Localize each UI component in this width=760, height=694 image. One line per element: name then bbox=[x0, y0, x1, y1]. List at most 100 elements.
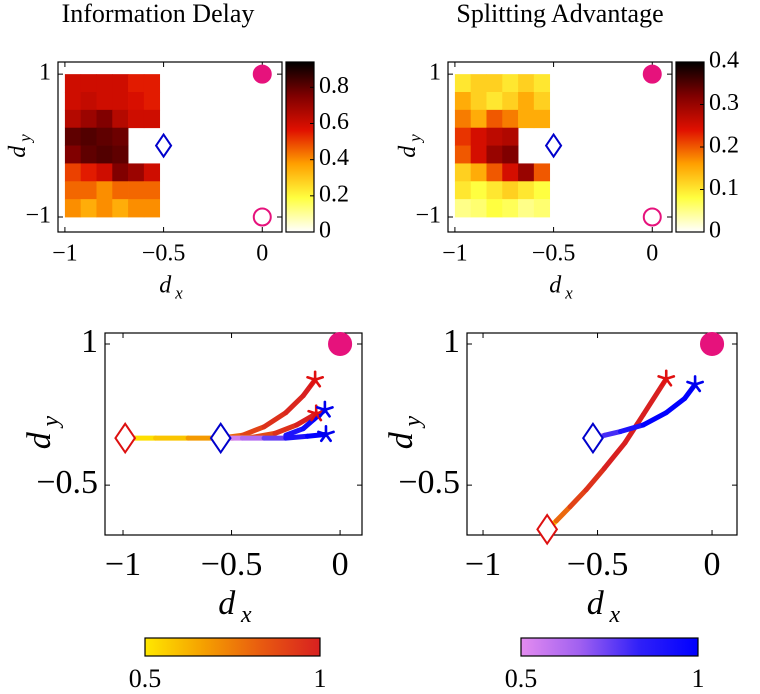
trajectory-segment bbox=[261, 410, 289, 430]
colorbar-tick-label: 0.2 bbox=[319, 181, 349, 207]
heat-cell bbox=[96, 109, 113, 129]
axis-label-main: d bbox=[5, 145, 31, 158]
heat-cell bbox=[486, 74, 503, 93]
heat-cell bbox=[80, 163, 97, 182]
heat-cell bbox=[80, 127, 97, 146]
x-tick-label: −1 bbox=[442, 240, 468, 266]
heat-cell bbox=[470, 163, 487, 182]
heat-cell bbox=[533, 92, 551, 111]
heat-cell bbox=[454, 74, 472, 93]
axis-label-main: d bbox=[21, 431, 58, 449]
heat-cell bbox=[96, 163, 113, 182]
heat-cell bbox=[533, 74, 551, 93]
axis-label-main: d bbox=[383, 431, 420, 449]
star-arm bbox=[686, 380, 697, 386]
axis-label-main: d bbox=[395, 145, 421, 158]
heat-cell bbox=[143, 109, 161, 129]
heat-cell bbox=[80, 181, 97, 200]
heat-cell bbox=[80, 109, 97, 129]
colorbar-tick-label: 0.5 bbox=[129, 664, 162, 693]
chart-title: Information Delay bbox=[62, 0, 255, 28]
heat-cell bbox=[454, 163, 472, 182]
y-tick-label: 1 bbox=[39, 60, 51, 86]
marker-circle bbox=[328, 331, 353, 357]
heat-cell bbox=[518, 163, 535, 182]
colorbar-tick-label: 1 bbox=[314, 664, 327, 693]
marker-diamond bbox=[536, 513, 559, 546]
heat-cell bbox=[64, 92, 82, 111]
heat-cell bbox=[486, 163, 503, 182]
heat-cell bbox=[64, 127, 82, 146]
heat-cell bbox=[128, 181, 145, 200]
heat-cell bbox=[96, 145, 113, 164]
axis-label-sub: x bbox=[240, 602, 252, 628]
heat-cell bbox=[128, 74, 145, 93]
heat-cell bbox=[143, 163, 161, 182]
x-tick-label: 0 bbox=[646, 240, 658, 266]
x-tick-label: −0.5 bbox=[201, 546, 263, 583]
heat-cell bbox=[454, 127, 472, 146]
heat-cell bbox=[143, 199, 161, 218]
x-tick-label: −0.5 bbox=[567, 546, 629, 583]
heat-cell bbox=[502, 145, 519, 164]
axis-label-main: d bbox=[159, 273, 172, 299]
marker-diamond bbox=[209, 422, 232, 455]
trajectory-segment bbox=[239, 424, 267, 438]
heat-cell bbox=[112, 109, 129, 129]
y-tick-label: 1 bbox=[81, 323, 98, 360]
heat-cell bbox=[64, 163, 82, 182]
heat-cell bbox=[533, 199, 551, 218]
heat-cell bbox=[502, 127, 519, 146]
heat-cell bbox=[143, 74, 161, 93]
x-tick-label: −1 bbox=[52, 240, 78, 266]
heat-cell bbox=[80, 145, 97, 164]
heat-cell bbox=[470, 109, 487, 129]
axis-label: dy bbox=[383, 416, 426, 450]
trajectory-segment bbox=[283, 433, 311, 441]
heat-cell bbox=[502, 181, 519, 200]
heat-cell bbox=[128, 92, 145, 111]
colorbar-tick-label: 0.8 bbox=[319, 73, 349, 99]
colorbar-tick-label: 0.6 bbox=[319, 109, 349, 135]
heat-cell bbox=[470, 127, 487, 146]
heat-cell bbox=[518, 92, 535, 111]
marker-circle bbox=[699, 331, 725, 357]
trajectory-segment bbox=[640, 410, 669, 428]
heat-cell bbox=[502, 92, 519, 111]
axis-label: dy bbox=[5, 134, 35, 158]
heat-cell bbox=[64, 109, 82, 129]
colorbar-tick-label: 0.3 bbox=[709, 90, 739, 116]
y-tick-label: 1 bbox=[429, 60, 441, 86]
y-tick-label: 1 bbox=[443, 323, 460, 360]
heat-cell bbox=[486, 145, 503, 164]
heat-cell bbox=[470, 199, 487, 218]
trajectory-segment bbox=[272, 422, 300, 436]
end-star bbox=[306, 370, 325, 388]
marker-diamond bbox=[544, 132, 563, 159]
heat-cell bbox=[518, 181, 535, 200]
heat-cell bbox=[486, 181, 503, 200]
heat-cell bbox=[470, 92, 487, 111]
colorbar-tick-label: 0.1 bbox=[709, 175, 739, 201]
colorbar bbox=[675, 61, 705, 233]
axis-label-sub: y bbox=[38, 416, 64, 429]
star-arm bbox=[315, 406, 327, 412]
heat-cell bbox=[96, 181, 113, 200]
end-star bbox=[315, 400, 334, 418]
axis-label-sub: x bbox=[174, 283, 183, 302]
trajectory-segment bbox=[567, 487, 589, 510]
heat-cell bbox=[112, 145, 129, 164]
axis-label-main: d bbox=[549, 273, 562, 299]
heat-cell bbox=[518, 74, 535, 93]
x-tick-label: 0 bbox=[704, 546, 721, 583]
colorbar-tick-label: 0.5 bbox=[505, 664, 538, 693]
trajectory-segment bbox=[601, 429, 623, 438]
heat-cell bbox=[112, 92, 129, 111]
trajectory-segment bbox=[601, 440, 628, 471]
colorbar-tick-label: 0 bbox=[319, 218, 331, 244]
heat-cell bbox=[96, 199, 113, 218]
axis-label: dy bbox=[21, 416, 64, 450]
marker-circle bbox=[252, 207, 272, 227]
